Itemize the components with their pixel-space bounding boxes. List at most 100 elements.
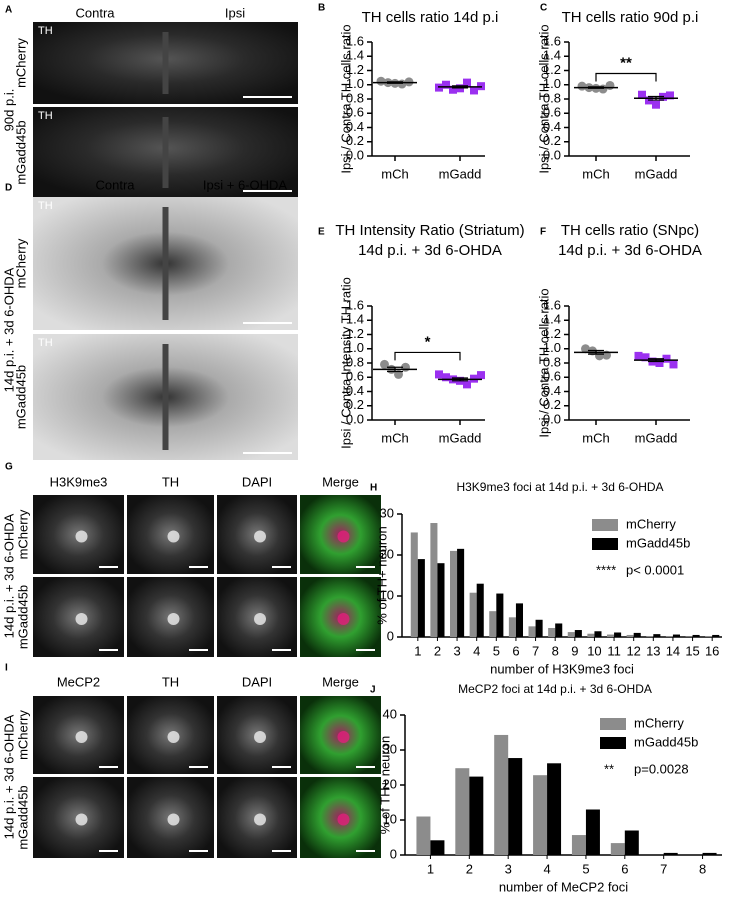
y-tick-label: 0.2 — [543, 133, 561, 148]
row-label: mCherry — [13, 38, 28, 88]
x-tick-label: 8 — [552, 643, 559, 658]
column-label: Contra — [95, 177, 135, 192]
chart-title: TH cells ratio (SNpc) — [561, 222, 699, 239]
x-tick-label: mGadd — [439, 430, 482, 445]
x-tick-label: 4 — [473, 643, 480, 658]
x-tick-label: 11 — [607, 643, 621, 658]
y-tick-label: 0.6 — [543, 105, 561, 120]
image-label: TH — [38, 110, 53, 122]
y-tick-label: 0.0 — [346, 147, 364, 162]
data-point — [380, 359, 389, 369]
nucleus — [75, 731, 88, 743]
x-tick-label: 13 — [646, 643, 660, 658]
bar — [508, 617, 516, 637]
nucleus — [167, 613, 180, 625]
chart-subtitle: 14d p.i. + 3d 6-OHDA — [358, 242, 502, 259]
row-label: mGadd45b — [13, 120, 28, 184]
column-label: Contra — [75, 5, 115, 20]
error-bar — [588, 86, 604, 89]
row-label: mCherry — [13, 238, 28, 288]
error-bar — [648, 358, 664, 363]
significance-stars: ** — [604, 761, 614, 776]
bar — [430, 523, 438, 637]
bar — [555, 623, 563, 637]
bar — [610, 843, 625, 855]
data-point — [634, 351, 643, 360]
data-point — [577, 81, 587, 91]
data-point — [435, 370, 443, 379]
legend-label: mGadd45b — [634, 734, 698, 749]
y-tick-label: 0.6 — [346, 369, 364, 384]
y-tick-label: 0.4 — [543, 119, 561, 134]
bar — [624, 830, 639, 855]
significance-stars: * — [425, 333, 431, 350]
bar — [417, 559, 425, 637]
chart-title: H3K9me3 foci at 14d p.i. + 3d 6-OHDA — [456, 480, 663, 494]
y-tick-label: 1.4 — [346, 48, 364, 63]
row-label: mGadd45b — [15, 585, 30, 649]
significance-bracket — [595, 72, 657, 82]
p-value: p< 0.0001 — [626, 562, 684, 577]
bar — [702, 852, 717, 855]
bar — [653, 634, 661, 637]
bar — [533, 775, 548, 855]
y-tick-label: 0.4 — [346, 119, 364, 134]
bar — [416, 816, 431, 855]
x-tick-label: 16 — [705, 643, 719, 658]
nucleus — [167, 530, 180, 543]
nucleus — [75, 613, 88, 625]
bar — [528, 626, 536, 637]
nucleus — [337, 731, 350, 743]
panel-letter: I — [5, 663, 8, 674]
y-tick-label: 1.4 — [543, 48, 561, 63]
data-point — [449, 85, 457, 94]
y-tick-label: 10 — [383, 811, 397, 826]
bar — [614, 632, 622, 637]
panel-letter: E — [318, 227, 325, 238]
panel-letter: G — [5, 462, 13, 473]
y-tick-label: 1.2 — [543, 62, 561, 77]
nucleus — [337, 530, 350, 543]
chart-title: TH Intensity Ratio (Striatum) — [335, 222, 524, 239]
bar — [496, 593, 504, 637]
column-label: TH — [162, 474, 179, 489]
row-label: mGadd45b — [15, 785, 30, 849]
data-point — [581, 344, 590, 354]
y-tick-label: 0.6 — [543, 369, 561, 384]
bar — [705, 636, 713, 637]
legend-swatch — [592, 519, 618, 531]
nucleus — [337, 613, 350, 625]
y-axis-label: % of TH+ neuron — [377, 736, 392, 834]
error-bar — [387, 366, 403, 373]
y-tick-label: 0 — [390, 846, 397, 861]
y-tick-label: 1.6 — [543, 297, 561, 312]
x-axis-label: number of MeCP2 foci — [499, 879, 628, 894]
image-label: TH — [38, 200, 53, 212]
x-tick-label: 5 — [582, 861, 589, 876]
y-tick-label: 1.6 — [346, 33, 364, 48]
column-label: Ipsi — [225, 5, 245, 20]
y-tick-label: 1.6 — [346, 297, 364, 312]
x-tick-label: mGadd — [635, 430, 678, 445]
y-tick-label: 30 — [383, 741, 397, 756]
y-axis-label: Ipsi / Contra TH cells ratio — [338, 24, 353, 173]
y-axis-label: Ipsi / Contra TH cells ratio — [536, 288, 551, 437]
bar — [469, 592, 477, 637]
column-label: Merge — [322, 674, 359, 689]
legend-label: mCherry — [626, 516, 676, 531]
y-tick-label: 0.8 — [543, 354, 561, 369]
bar — [665, 636, 673, 637]
column-label: DAPI — [242, 474, 272, 489]
bar — [574, 630, 582, 637]
panel-letter: C — [540, 3, 547, 14]
y-tick-label: 1.4 — [543, 312, 561, 327]
data-point — [442, 373, 450, 382]
y-axis-label: % of TH+ neuron — [374, 526, 389, 624]
y-tick-label: 1.0 — [543, 340, 561, 355]
bar — [547, 763, 562, 855]
y-tick-label: 1.2 — [543, 326, 561, 341]
error-bar — [648, 95, 664, 101]
x-tick-label: 2 — [434, 643, 441, 658]
error-bar — [452, 85, 468, 89]
